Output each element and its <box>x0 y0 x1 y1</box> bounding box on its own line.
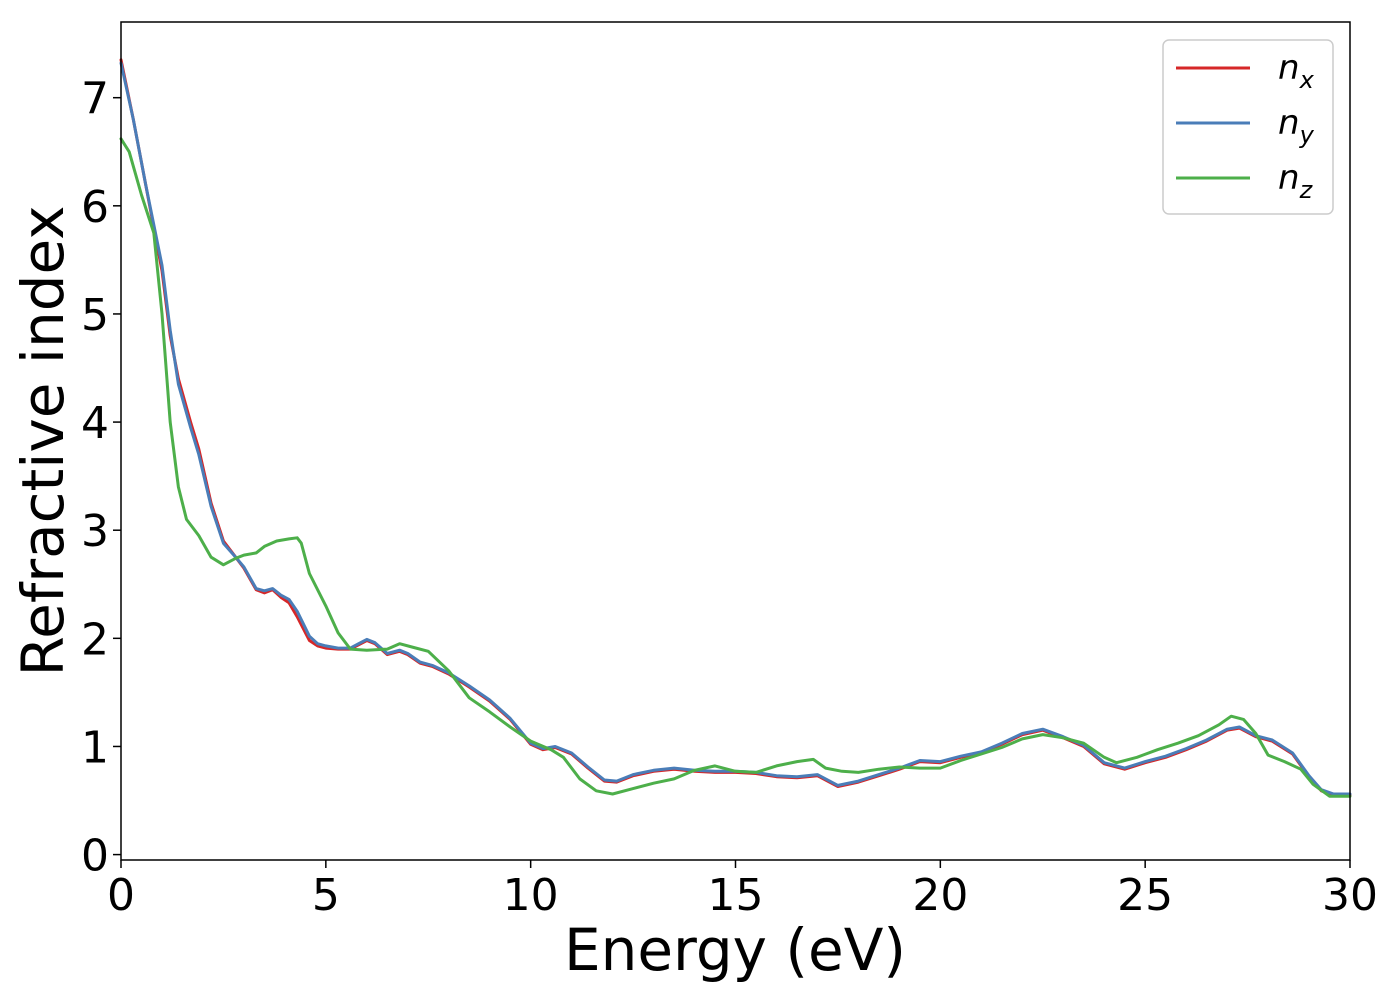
x-tick-label: 25 <box>1117 870 1173 921</box>
plot-background <box>121 22 1350 860</box>
y-tick-label: 2 <box>81 614 109 665</box>
legend-label-base: n <box>1278 48 1300 88</box>
y-axis-title: Refractive index <box>9 205 77 676</box>
y-tick-label: 3 <box>81 506 109 557</box>
x-tick-label: 10 <box>503 870 559 921</box>
legend-box <box>1162 39 1334 215</box>
y-tick-label: 4 <box>81 398 109 449</box>
series-line-ny <box>119 61 1352 796</box>
y-tick-label: 7 <box>81 74 109 125</box>
y-tick-label: 1 <box>81 722 109 773</box>
y-tick-label: 0 <box>81 831 109 882</box>
x-axis-ticks: 0 5 10 15 20 25 30 <box>107 860 1378 921</box>
x-tick-label: 30 <box>1322 870 1378 921</box>
x-tick-label: 0 <box>107 870 135 921</box>
series-layer <box>119 58 1352 798</box>
legend-label-nx: nx <box>1278 48 1315 94</box>
y-axis-ticks: 0 1 2 3 4 5 6 7 <box>81 74 121 882</box>
legend-label-subscript: y <box>1299 121 1315 149</box>
legend-label-base: n <box>1278 103 1300 143</box>
legend-label-ny: ny <box>1278 103 1315 149</box>
x-tick-label: 5 <box>312 870 340 921</box>
legend-label-nz: nz <box>1278 158 1314 204</box>
legend-label-subscript: z <box>1299 176 1314 204</box>
x-tick-label: 15 <box>708 870 764 921</box>
legend-label-subscript: x <box>1299 66 1315 94</box>
series-line-nz <box>119 137 1352 798</box>
x-axis-title: Energy (eV) <box>564 916 906 984</box>
y-tick-label: 6 <box>81 182 109 233</box>
x-tick-label: 20 <box>912 870 968 921</box>
legend-label-base: n <box>1278 158 1300 198</box>
y-tick-label: 5 <box>81 290 109 341</box>
